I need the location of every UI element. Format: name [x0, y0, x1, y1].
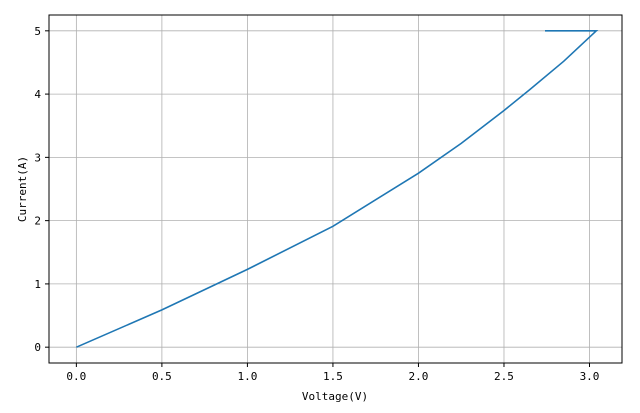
- x-tick-label: 0.0: [66, 370, 86, 383]
- x-axis-label: Voltage(V): [302, 390, 368, 403]
- y-tick-label: 3: [34, 151, 41, 164]
- y-axis-label: Current(A): [16, 156, 29, 222]
- x-tick-label: 1.0: [237, 370, 257, 383]
- x-tick-label: 1.5: [323, 370, 343, 383]
- x-tick-label: 3.0: [580, 370, 600, 383]
- x-tick-label: 2.5: [494, 370, 514, 383]
- y-tick-label: 2: [34, 215, 41, 228]
- y-tick-label: 1: [34, 278, 41, 291]
- axes-frame: [48, 14, 623, 364]
- y-tick-label: 0: [34, 341, 41, 354]
- series-line: [76, 30, 599, 348]
- y-tick-label: 5: [34, 25, 41, 38]
- grid: [49, 15, 622, 363]
- x-tick-label: 0.5: [152, 370, 172, 383]
- x-tick-label: 2.0: [409, 370, 429, 383]
- y-tick-label: 4: [34, 88, 41, 101]
- ticks: 0.0 0.5 1.0 1.5 2.0 2.5 3.0 0 1 2 3 4 5: [34, 25, 599, 383]
